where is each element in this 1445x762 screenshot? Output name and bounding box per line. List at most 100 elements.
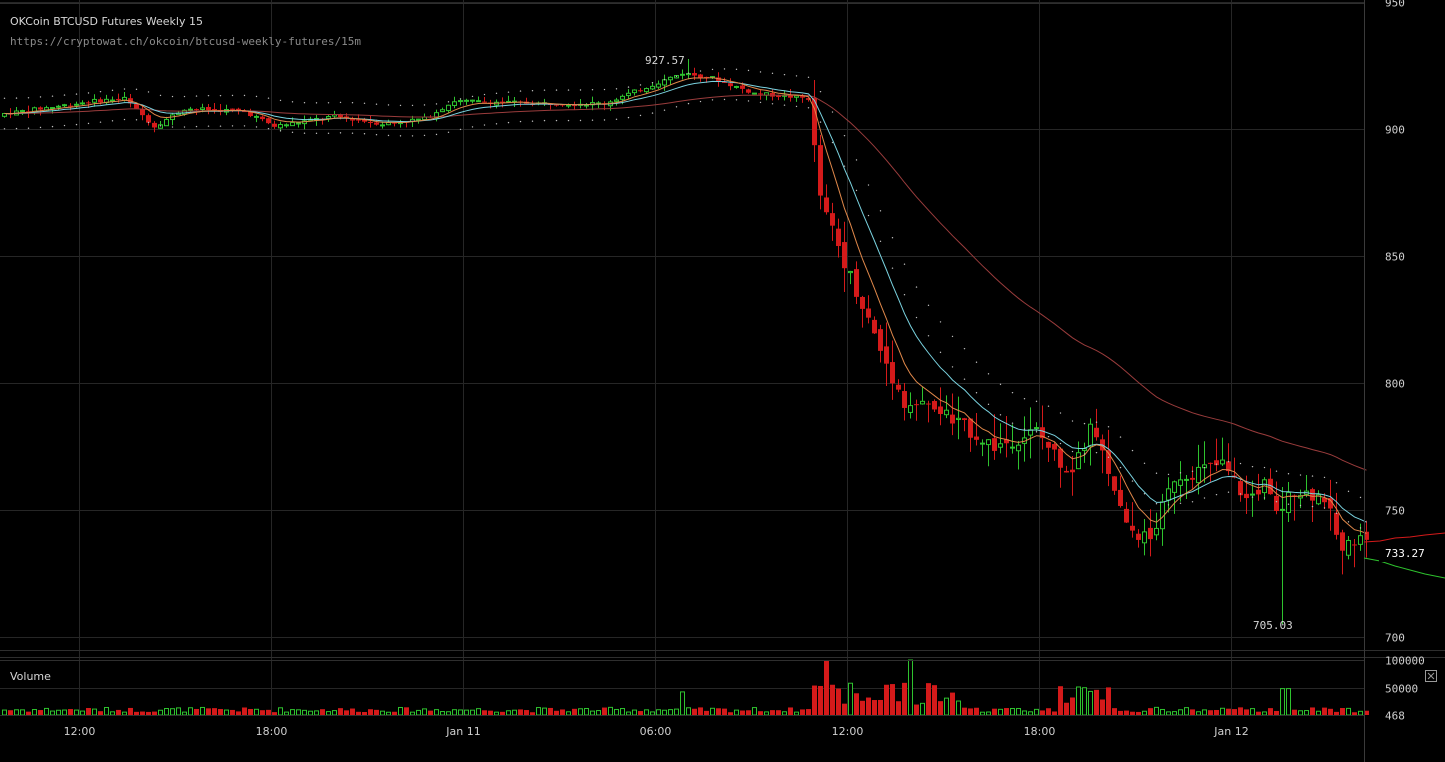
- candle-body: [794, 95, 799, 98]
- band-dot: [1335, 512, 1338, 514]
- volume-bar: [98, 711, 103, 715]
- time-tick-label: 12:00: [64, 725, 96, 738]
- band-dot: [399, 104, 402, 107]
- band-dot: [315, 102, 318, 104]
- volume-bar: [890, 684, 895, 715]
- candle-body: [566, 104, 571, 107]
- candle-body: [836, 228, 841, 247]
- band-dot: [1275, 500, 1278, 503]
- band-dot: [783, 73, 786, 76]
- band-dot: [279, 99, 282, 102]
- price-tick-label: 800: [1385, 378, 1405, 391]
- candle-body: [1052, 444, 1057, 450]
- volume-bar: [302, 709, 307, 716]
- volume-bar: [458, 709, 463, 716]
- volume-bar: [926, 683, 931, 715]
- band-dot: [807, 76, 810, 78]
- volume-bar: [1250, 708, 1255, 716]
- time-tick-label: 18:00: [256, 725, 288, 738]
- band-dot: [1179, 502, 1182, 505]
- low-label: 705.03: [1253, 619, 1293, 632]
- candle-body: [362, 119, 367, 122]
- candle-body: [1016, 444, 1021, 452]
- volume-bar: [908, 659, 913, 716]
- band-dot: [531, 90, 534, 92]
- volume-bar: [260, 710, 265, 715]
- volume-bar: [536, 707, 541, 716]
- band-dot: [435, 103, 438, 105]
- band-dot: [483, 93, 486, 96]
- band-dot: [1347, 521, 1350, 523]
- candle-body: [1352, 544, 1357, 546]
- volume-bar: [200, 706, 205, 716]
- band-dot: [867, 214, 870, 217]
- ema-mid-line: [4, 80, 1367, 523]
- candle-body: [968, 418, 973, 438]
- candle-body: [344, 116, 349, 119]
- band-dot: [135, 88, 138, 91]
- candle-body: [278, 124, 283, 129]
- candle-body: [116, 98, 121, 100]
- band-dot: [987, 373, 990, 375]
- volume-bar: [398, 706, 403, 716]
- band-dot: [711, 99, 714, 101]
- candle-body: [230, 108, 235, 110]
- volume-bar: [482, 710, 487, 715]
- candle-body: [1358, 535, 1363, 545]
- candle-body: [1130, 525, 1135, 531]
- candle-body: [1142, 531, 1147, 544]
- volume-bar: [506, 710, 511, 716]
- band-dot: [87, 122, 90, 125]
- band-dot: [579, 89, 582, 91]
- volume-bar: [1010, 708, 1015, 716]
- band-dot: [543, 119, 546, 122]
- volume-bar: [1208, 710, 1213, 715]
- candle-body: [620, 95, 625, 100]
- band-dot: [207, 125, 210, 127]
- candle-body: [188, 108, 193, 111]
- candle-body: [464, 99, 469, 102]
- volume-bar: [344, 710, 349, 715]
- candle-body: [758, 93, 763, 95]
- band-dot: [183, 126, 186, 128]
- time-tick-label: 12:00: [832, 725, 864, 738]
- candle-body: [68, 105, 73, 107]
- candle-body: [1256, 489, 1261, 495]
- chart-url[interactable]: https://cryptowat.ch/okcoin/btcusd-weekl…: [10, 35, 361, 48]
- volume-bar: [884, 684, 889, 715]
- volume-bar: [1274, 710, 1279, 715]
- candle-body: [350, 119, 355, 121]
- candle-body: [926, 403, 931, 405]
- band-dot: [375, 133, 378, 136]
- volume-bar: [572, 708, 577, 715]
- close-volume-icon[interactable]: [1425, 670, 1437, 682]
- volume-bar: [2, 709, 7, 716]
- candle-body: [338, 114, 343, 117]
- band-dot: [1263, 497, 1266, 499]
- volume-bar: [548, 707, 553, 715]
- volume-bar: [1256, 711, 1261, 715]
- grid: [0, 0, 1364, 716]
- volume-tick-label: 50000: [1385, 683, 1418, 696]
- band-dot: [123, 118, 126, 121]
- candle-body: [248, 111, 253, 117]
- band-dot: [1047, 435, 1050, 438]
- volume-bar: [620, 708, 625, 716]
- band-dot: [135, 119, 138, 121]
- volume-bar: [254, 708, 259, 716]
- band-dot: [339, 101, 342, 104]
- volume-bar: [104, 707, 109, 716]
- band-dot: [759, 101, 762, 104]
- band-dot: [1131, 449, 1134, 452]
- band-dot: [1047, 405, 1050, 407]
- band-dot: [639, 114, 642, 117]
- band-dot: [1143, 493, 1146, 495]
- indicator-lines: [3, 68, 1367, 534]
- band-dot: [459, 98, 462, 100]
- band-dot: [1095, 451, 1098, 454]
- band-dot: [1167, 473, 1170, 476]
- band-dot: [747, 100, 750, 102]
- volume-bar: [248, 708, 253, 715]
- candle-body: [692, 73, 697, 76]
